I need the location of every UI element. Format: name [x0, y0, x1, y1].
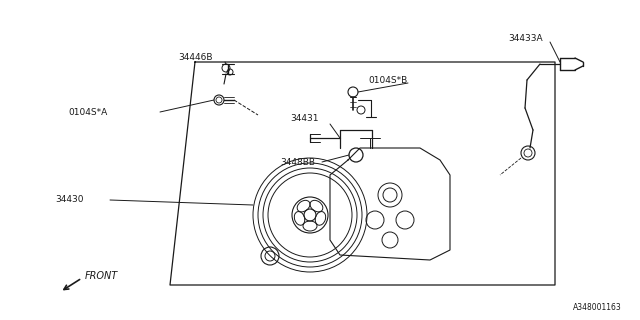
- Text: 34433A: 34433A: [508, 34, 543, 43]
- Text: 34431: 34431: [290, 114, 319, 123]
- Text: A348001163: A348001163: [573, 303, 622, 312]
- Text: 0104S*B: 0104S*B: [368, 76, 407, 84]
- Text: 34430: 34430: [55, 196, 83, 204]
- Text: 0104S*A: 0104S*A: [68, 108, 108, 116]
- Text: 3448BB: 3448BB: [280, 157, 315, 166]
- Text: FRONT: FRONT: [85, 271, 118, 281]
- Text: 34446B: 34446B: [178, 52, 212, 61]
